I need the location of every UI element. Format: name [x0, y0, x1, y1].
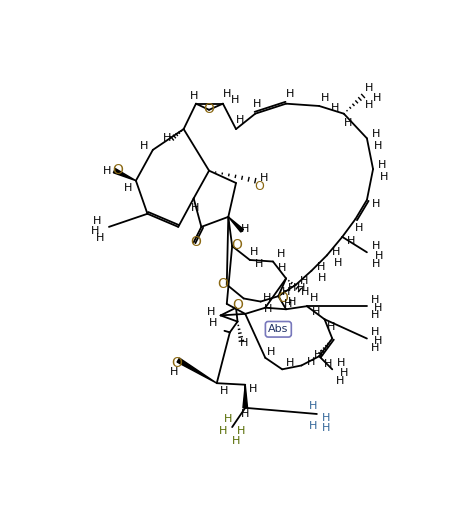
- Text: H: H: [241, 409, 249, 419]
- Text: H: H: [219, 426, 227, 436]
- Text: H: H: [380, 172, 388, 182]
- Text: H: H: [286, 358, 294, 368]
- Text: H: H: [124, 183, 133, 193]
- Text: H: H: [316, 262, 325, 272]
- Text: H: H: [297, 283, 306, 293]
- Text: H: H: [322, 423, 330, 433]
- Polygon shape: [243, 385, 248, 408]
- Text: O: O: [231, 238, 242, 251]
- Text: H: H: [374, 304, 383, 313]
- Text: H: H: [318, 273, 327, 284]
- Text: H: H: [262, 293, 271, 303]
- Text: O: O: [232, 298, 243, 312]
- Text: H: H: [283, 299, 292, 309]
- Text: H: H: [324, 359, 333, 369]
- Text: H: H: [337, 358, 346, 368]
- Text: H: H: [309, 421, 317, 431]
- Text: O: O: [218, 277, 228, 291]
- Text: O: O: [112, 163, 123, 177]
- Text: H: H: [375, 251, 383, 261]
- Text: H: H: [207, 307, 216, 317]
- Text: H: H: [96, 234, 104, 243]
- Text: H: H: [378, 160, 387, 170]
- Text: H: H: [336, 376, 344, 386]
- Text: H: H: [224, 414, 232, 424]
- Text: H: H: [264, 304, 273, 314]
- Text: H: H: [374, 336, 383, 346]
- Text: H: H: [209, 318, 217, 328]
- Text: H: H: [332, 246, 340, 257]
- Text: H: H: [163, 133, 171, 143]
- Text: H: H: [241, 224, 249, 234]
- Text: H: H: [103, 166, 111, 176]
- Text: H: H: [190, 91, 199, 101]
- Text: H: H: [140, 141, 148, 151]
- Text: H: H: [327, 322, 335, 332]
- Text: H: H: [355, 223, 364, 234]
- Text: H: H: [347, 236, 356, 246]
- Text: H: H: [301, 287, 310, 297]
- Text: H: H: [365, 100, 373, 110]
- Text: H: H: [232, 436, 240, 446]
- Text: H: H: [93, 216, 102, 226]
- Text: H: H: [372, 241, 380, 251]
- Text: H: H: [282, 287, 290, 297]
- Text: H: H: [343, 118, 352, 128]
- Text: H: H: [239, 338, 248, 348]
- Text: H: H: [321, 94, 329, 103]
- Text: H: H: [340, 368, 348, 378]
- Polygon shape: [113, 169, 136, 181]
- Text: H: H: [310, 293, 319, 304]
- Text: H: H: [220, 386, 229, 396]
- Text: H: H: [253, 100, 261, 109]
- Text: H: H: [312, 307, 320, 317]
- Text: O: O: [254, 180, 264, 193]
- Text: H: H: [255, 259, 263, 269]
- Text: H: H: [249, 384, 257, 393]
- Text: H: H: [278, 263, 286, 273]
- Text: H: H: [373, 92, 381, 103]
- Text: H: H: [170, 366, 179, 377]
- Text: H: H: [372, 199, 380, 209]
- Text: H: H: [91, 226, 99, 236]
- Text: H: H: [309, 401, 317, 411]
- Polygon shape: [177, 358, 217, 383]
- Text: H: H: [223, 89, 231, 100]
- Text: H: H: [260, 173, 269, 183]
- Text: H: H: [236, 115, 244, 125]
- Text: H: H: [191, 203, 200, 213]
- Text: O: O: [190, 235, 201, 249]
- Text: H: H: [371, 343, 379, 353]
- Text: H: H: [237, 426, 246, 436]
- Text: H: H: [249, 247, 258, 257]
- Text: H: H: [288, 296, 297, 307]
- Text: O: O: [171, 356, 182, 370]
- Text: H: H: [371, 310, 379, 320]
- Text: H: H: [276, 249, 285, 259]
- Text: H: H: [373, 141, 382, 151]
- Text: O: O: [204, 102, 214, 116]
- Text: H: H: [306, 357, 315, 366]
- Text: H: H: [288, 284, 297, 293]
- Text: Abs: Abs: [268, 324, 289, 334]
- Text: H: H: [371, 328, 379, 337]
- Polygon shape: [228, 217, 243, 232]
- Text: H: H: [365, 83, 373, 94]
- Text: H: H: [299, 276, 308, 286]
- Text: H: H: [372, 129, 380, 140]
- Text: H: H: [371, 295, 379, 305]
- Text: H: H: [231, 95, 239, 105]
- Text: O: O: [277, 291, 288, 305]
- Text: H: H: [372, 259, 380, 269]
- Text: H: H: [330, 103, 339, 112]
- Text: H: H: [334, 258, 342, 268]
- Text: H: H: [286, 89, 294, 100]
- Text: H: H: [322, 413, 330, 423]
- Text: H: H: [314, 351, 322, 360]
- Text: H: H: [267, 346, 276, 357]
